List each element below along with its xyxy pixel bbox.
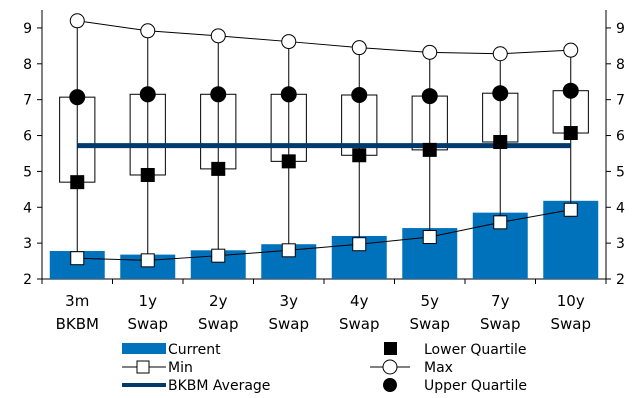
x-tick-label: 4y bbox=[350, 292, 369, 310]
y-tick-label-right: 5 bbox=[616, 164, 625, 180]
y-tick-label-right: 2 bbox=[616, 272, 625, 288]
min-marker bbox=[422, 230, 437, 245]
x-tick-label: 7y bbox=[491, 292, 510, 310]
x-tick-label: 1y bbox=[139, 292, 158, 310]
max-marker bbox=[422, 44, 438, 60]
y-tick-label-left: 7 bbox=[23, 93, 32, 109]
x-tick-label: Swap bbox=[409, 315, 450, 333]
x-tick-label: Swap bbox=[480, 315, 521, 333]
x-tick-label: 10y bbox=[557, 292, 585, 310]
legend-label: Min bbox=[168, 360, 193, 376]
x-tick-label: Swap bbox=[550, 315, 591, 333]
lower-quartile-marker bbox=[422, 142, 437, 157]
quartile-boxes bbox=[59, 90, 589, 183]
lower-quartile-series bbox=[70, 126, 578, 190]
legend-label: BKBM Average bbox=[168, 378, 270, 394]
legend-key-min-marker bbox=[136, 360, 150, 374]
y-tick-label-left: 6 bbox=[23, 129, 32, 145]
lower-quartile-marker bbox=[211, 161, 226, 176]
upper-quartile-marker bbox=[421, 88, 438, 105]
max-marker bbox=[351, 40, 367, 56]
min-marker bbox=[211, 248, 226, 263]
y-tick-label-right: 8 bbox=[616, 57, 625, 73]
max-marker bbox=[281, 34, 297, 50]
upper-quartile-marker bbox=[280, 86, 297, 103]
x-tick-label: Swap bbox=[339, 315, 380, 333]
lower-quartile-marker bbox=[70, 175, 85, 190]
legend-label: Max bbox=[424, 360, 453, 376]
legend-key-max-marker bbox=[382, 359, 398, 375]
x-tick-label: Swap bbox=[127, 315, 168, 333]
min-marker bbox=[281, 243, 296, 258]
legend-key-lower-quartile bbox=[384, 342, 397, 355]
min-line bbox=[77, 209, 571, 261]
lower-quartile-marker bbox=[281, 154, 296, 169]
legend-label: Current bbox=[168, 342, 221, 358]
x-tick-label: 3m bbox=[65, 292, 89, 310]
lower-quartile-marker bbox=[140, 167, 155, 182]
lower-quartile-marker bbox=[493, 134, 508, 149]
lower-quartile-marker bbox=[563, 126, 578, 141]
y-tick-label-left: 5 bbox=[23, 164, 32, 180]
legend-key-upper-quartile bbox=[383, 378, 397, 392]
max-marker bbox=[563, 42, 579, 58]
legend-label: Lower Quartile bbox=[424, 342, 527, 358]
min-marker bbox=[352, 237, 367, 252]
upper-quartile-marker bbox=[210, 86, 227, 103]
max-marker bbox=[492, 46, 508, 62]
y-tick-label-right: 3 bbox=[616, 236, 625, 252]
bars-current bbox=[49, 200, 599, 279]
upper-quartile-marker bbox=[492, 85, 509, 102]
x-tick-label: BKBM bbox=[56, 315, 99, 333]
min-series bbox=[70, 202, 578, 268]
max-marker bbox=[140, 23, 156, 39]
legend: Current Lower Quartile Min Max BKBM Average U… bbox=[122, 342, 527, 394]
y-tick-label-left: 9 bbox=[23, 21, 32, 37]
y-tick-label-left: 3 bbox=[23, 236, 32, 252]
min-marker bbox=[70, 251, 85, 266]
lower-quartile-marker bbox=[352, 148, 367, 163]
min-marker bbox=[493, 215, 508, 230]
x-tick-label: 3y bbox=[280, 292, 299, 310]
y-tick-label-left: 4 bbox=[23, 200, 32, 216]
max-marker bbox=[69, 13, 85, 29]
x-axis-labels: 3m BKBM 1y Swap 2y Swap 3y Swap 4y Swap 5y Swap 7y Sw… bbox=[56, 292, 591, 333]
y-tick-label-left: 2 bbox=[23, 272, 32, 288]
upper-quartile-marker bbox=[562, 82, 579, 99]
max-line bbox=[77, 20, 571, 55]
max-series bbox=[69, 13, 579, 62]
x-tick-label: 5y bbox=[421, 292, 440, 310]
y-tick-label-left: 8 bbox=[23, 57, 32, 73]
y-tick-label-right: 6 bbox=[616, 129, 625, 145]
x-tick-label: Swap bbox=[198, 315, 239, 333]
max-marker bbox=[210, 28, 226, 44]
legend-label: Upper Quartile bbox=[424, 378, 527, 394]
y-tick-label-right: 4 bbox=[616, 200, 625, 216]
upper-quartile-marker bbox=[69, 89, 86, 106]
x-tick-label: 2y bbox=[209, 292, 228, 310]
y-tick-label-right: 7 bbox=[616, 93, 625, 109]
min-marker bbox=[140, 253, 155, 268]
legend-key-current bbox=[122, 343, 166, 354]
upper-quartile-series bbox=[69, 82, 579, 106]
min-marker bbox=[563, 202, 578, 217]
upper-quartile-marker bbox=[351, 87, 368, 104]
upper-quartile-marker bbox=[139, 86, 156, 103]
y-tick-label-right: 9 bbox=[616, 21, 625, 37]
x-tick-label: Swap bbox=[268, 315, 309, 333]
